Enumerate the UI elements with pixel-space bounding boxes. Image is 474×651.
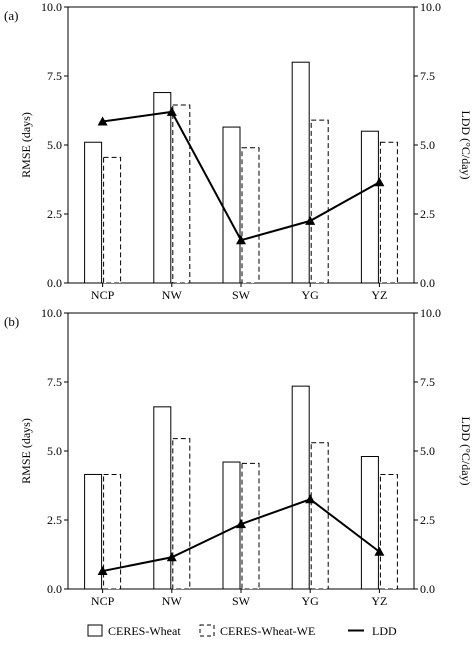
ldd-point	[97, 566, 108, 576]
panel-label: (b)	[4, 314, 19, 329]
x-tick-label: NW	[162, 594, 183, 608]
right-tick-label: 10.0	[420, 0, 441, 14]
ldd-point	[305, 494, 316, 504]
right-tick-label: 7.5	[420, 69, 435, 83]
bar-ceres-wheat-we	[172, 104, 191, 284]
bar-ceres-wheat-we	[379, 473, 398, 590]
bar-ceres-wheat	[360, 130, 379, 284]
x-tick-label: NCP	[91, 594, 115, 608]
left-tick-label: 2.5	[47, 207, 62, 221]
left-tick-label: 0.0	[47, 582, 62, 596]
panel-a: (a) 0.0 2.5 5.0 7.5 10.0 0.0 2.5 5.0 7.5 10.0 RMSE …	[4, 0, 473, 302]
panel-label: (a)	[4, 8, 18, 23]
left-tick-label: 10.0	[41, 0, 62, 14]
right-tick-label: 0.0	[420, 276, 435, 290]
ldd-point	[236, 519, 246, 529]
y-axis-title: RMSE (days)	[19, 112, 33, 178]
ldd-point	[166, 552, 177, 562]
right-tick-label: 2.5	[420, 513, 435, 527]
panel-b: (b) 0.0 2.5 5.0 7.5 10.0 0.0 2.5 5.0 7.5 10.0 RMSE …	[4, 306, 473, 608]
bar-ceres-wheat	[222, 126, 241, 284]
right-tick-label: 2.5	[420, 207, 435, 221]
ldd-point	[374, 546, 385, 556]
bar-ceres-wheat-we	[379, 141, 398, 284]
ldd-point	[236, 235, 246, 245]
bar-ceres-wheat	[153, 406, 172, 590]
x-tick-label: SW	[232, 288, 251, 302]
legend-swatch-ceres	[87, 624, 103, 637]
chart-panels: (a) 0.0 2.5 5.0 7.5 10.0 0.0 2.5 5.0 7.5 10.0 RMSE …	[4, 0, 473, 608]
left-tick-label: 7.5	[47, 375, 62, 389]
bar-ceres-wheat	[84, 141, 103, 284]
bar-ceres-wheat	[153, 92, 172, 284]
x-tick-label: SW	[232, 594, 251, 608]
x-tick-label: NCP	[91, 288, 115, 302]
ldd-point	[166, 106, 177, 116]
bar-ceres-wheat-we	[310, 119, 329, 284]
ldd-point	[305, 215, 316, 225]
bar-ceres-wheat-we	[241, 147, 260, 284]
y-axis-title: RMSE (days)	[19, 418, 33, 484]
x-tick-label: YG	[302, 594, 320, 608]
bar-ceres-wheat	[291, 385, 310, 590]
left-tick-label: 10.0	[41, 306, 62, 320]
ldd-line	[102, 498, 381, 573]
bar-ceres-wheat-we	[241, 462, 260, 590]
bar-ceres-wheat-we	[103, 473, 122, 590]
legend-label-ceres: CERES-Wheat	[108, 624, 181, 638]
x-tick-label: YZ	[371, 288, 387, 302]
right-tick-label: 0.0	[420, 582, 435, 596]
y2-axis-title: LDD (°C/day)	[459, 416, 473, 485]
bar-ceres-wheat	[360, 456, 379, 590]
bar-ceres-wheat	[291, 61, 310, 284]
left-tick-label: 2.5	[47, 513, 62, 527]
legend: CERES-Wheat CERES-Wheat-WE LDD	[87, 624, 397, 638]
bar-ceres-wheat-we	[103, 156, 122, 284]
legend-label-ceres-we: CERES-Wheat-WE	[220, 624, 315, 638]
left-tick-label: 0.0	[47, 276, 62, 290]
right-tick-label: 5.0	[420, 444, 435, 458]
left-tick-label: 7.5	[47, 69, 62, 83]
right-tick-label: 5.0	[420, 138, 435, 152]
x-tick-label: YG	[302, 288, 320, 302]
ldd-point	[374, 177, 385, 187]
legend-label-ldd: LDD	[372, 624, 397, 638]
ldd-point	[97, 116, 108, 126]
left-tick-label: 5.0	[47, 444, 62, 458]
right-tick-label: 7.5	[420, 375, 435, 389]
bar-ceres-wheat-we	[310, 442, 329, 590]
y2-axis-title: LDD (°C/day)	[459, 110, 473, 179]
bar-ceres-wheat-we	[172, 438, 191, 590]
ldd-line	[102, 110, 380, 242]
left-tick-label: 5.0	[47, 138, 62, 152]
right-tick-label: 10.0	[420, 306, 441, 320]
legend-swatch-ceres-we	[199, 624, 215, 637]
bar-ceres-wheat	[84, 473, 103, 590]
x-tick-label: NW	[162, 288, 183, 302]
x-tick-label: YZ	[371, 594, 387, 608]
